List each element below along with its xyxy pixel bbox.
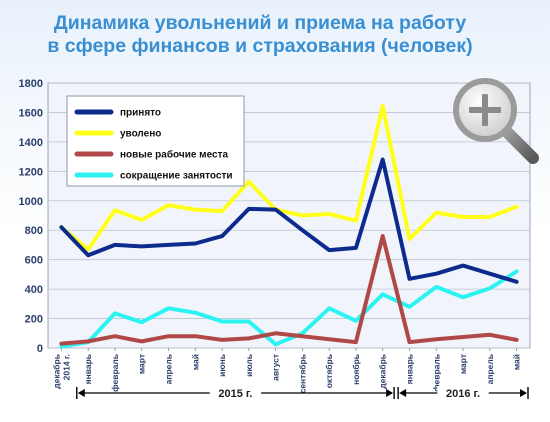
y-tick-label: 1200 <box>19 166 43 178</box>
x-tick-label: ноябрь <box>351 354 361 385</box>
x-tick-label: декабрь <box>378 354 388 389</box>
y-tick-label: 1800 <box>19 78 43 90</box>
year-bracket-arrow <box>399 389 407 397</box>
year-bracket-arrow <box>77 389 85 397</box>
x-tick-label: май <box>190 354 200 370</box>
legend-label: уволено <box>120 129 161 140</box>
y-tick-label: 800 <box>25 225 43 237</box>
legend-label: сокращение занятости <box>120 171 233 182</box>
year-bracket-arrow <box>386 389 394 397</box>
y-tick-label: 1000 <box>19 196 43 208</box>
chart-title: Динамика увольнений и приема на работу в… <box>40 12 480 58</box>
x-tick-label: январь <box>83 354 93 384</box>
y-tick-label: 600 <box>25 255 43 267</box>
x-tick-label: апрель <box>485 354 495 384</box>
chart-title-line-2: в сфере финансов и страхования (человек) <box>47 35 473 57</box>
series-line-new_jobs <box>59 234 519 346</box>
legend-label: новые рабочие места <box>120 149 228 161</box>
y-tick-label: 400 <box>25 284 43 296</box>
x-tick-label: апрель <box>164 354 174 384</box>
chart-title-line-1: Динамика увольнений и приема на работу <box>53 12 467 34</box>
year-label: 2016 г. <box>446 388 480 400</box>
x-tick-label: июнь <box>217 354 227 377</box>
x-tick-label: октябрь <box>324 354 334 388</box>
x-tick-label: декабрь <box>51 354 61 389</box>
x-tick-label: январь <box>405 354 415 384</box>
x-tick-label: март <box>137 354 147 374</box>
series-line-cuts <box>59 269 519 349</box>
series-line-fired <box>59 103 519 252</box>
year-label-bg <box>437 386 489 400</box>
year-label: 2015 г. <box>218 388 252 400</box>
y-tick-label: 0 <box>37 343 43 355</box>
x-tick-label: февраль <box>110 354 120 392</box>
year-label-bg <box>209 386 262 400</box>
x-tick-label: 2014 г. <box>61 354 71 380</box>
x-tick-label: июль <box>244 354 254 377</box>
x-tick-label: август <box>271 354 281 381</box>
magnifier-plus-icon[interactable] <box>447 72 545 170</box>
x-tick-label: май <box>512 354 522 370</box>
year-bracket-arrow <box>520 389 527 397</box>
series-line-hired <box>59 157 519 284</box>
x-tick-label: сентябрь <box>297 354 307 393</box>
x-tick-label: март <box>458 354 468 374</box>
legend-label: принято <box>120 108 161 119</box>
y-tick-label: 200 <box>25 314 43 326</box>
x-tick-label: февраль <box>431 354 441 392</box>
y-tick-label: 1600 <box>19 107 43 119</box>
y-tick-label: 1400 <box>19 137 43 149</box>
